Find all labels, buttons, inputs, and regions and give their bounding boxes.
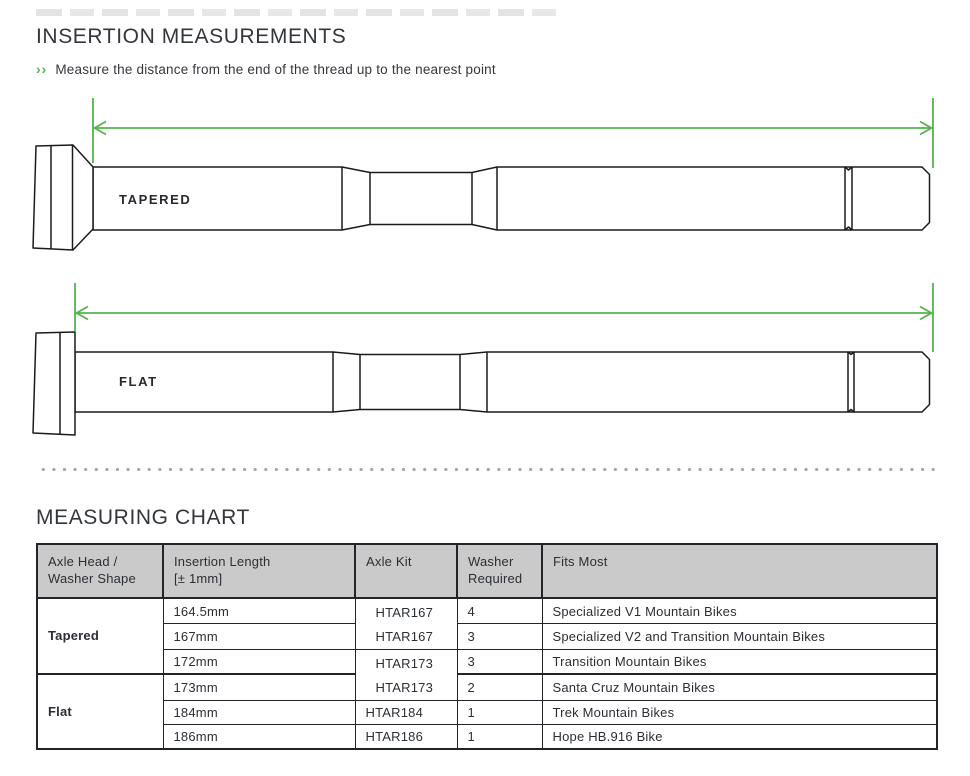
fits-cell: Trek Mountain Bikes (541, 700, 938, 725)
tapered-axle-diagram (32, 98, 934, 251)
kit-merged-cell: HTAR167 HTAR167 (354, 597, 458, 650)
table-row: 172mm HTAR173 HTAR173 3 Transition Mount… (37, 649, 938, 701)
length-cell: 186mm (162, 724, 356, 749)
length-cell: 184mm (162, 700, 356, 725)
subtitle-text: Measure the distance from the end of the… (55, 61, 496, 77)
washer-cell: 1 (456, 724, 543, 749)
page-title: INSERTION MEASUREMENTS (36, 25, 347, 48)
shape-flat-cell: Flat (36, 672, 164, 749)
header-insertion-length: Insertion Length [± 1mm] (162, 543, 356, 599)
fits-cell: Specialized V1 Mountain Bikes (541, 597, 938, 625)
subtitle: ›› Measure the distance from the end of … (36, 61, 496, 77)
chevron-right-icon: ›› (36, 61, 48, 77)
fits-cell: Specialized V2 and Transition Mountain B… (541, 623, 938, 650)
kit-value: HTAR173 (375, 655, 434, 671)
header-washer-required: Washer Required (456, 543, 543, 599)
flat-axle-diagram (32, 283, 934, 436)
header-fits-most: Fits Most (541, 543, 938, 599)
length-cell: 164.5mm (162, 597, 356, 625)
table-row: 167mm 3 Specialized V2 and Transition Mo… (37, 623, 938, 650)
length-cell: 167mm (162, 623, 356, 650)
measuring-chart-table: Axle Head / Washer Shape Insertion Lengt… (36, 543, 938, 750)
fits-cell: Hope HB.916 Bike (541, 724, 938, 749)
shape-tapered-cell: Tapered (36, 597, 164, 674)
flat-axle-label: FLAT (119, 374, 158, 389)
table-row: 186mm HTAR186 1 Hope HB.916 Bike (37, 724, 938, 749)
kit-value: HTAR167 (375, 628, 434, 644)
dimension-arrow-flat (74, 283, 934, 352)
header-axle-head-washer-shape: Axle Head / Washer Shape (36, 543, 164, 599)
kit-cell: HTAR186 (354, 724, 458, 749)
kit-value: HTAR167 (375, 604, 434, 620)
tapered-axle-outline (32, 144, 931, 251)
washer-cell: 2 (456, 672, 543, 701)
washer-cell: 4 (456, 597, 543, 625)
table-row: Flat 173mm 2 Santa Cruz Mountain Bikes (36, 672, 938, 749)
fits-cell: Transition Mountain Bikes (541, 649, 938, 674)
clipped-text-remnant (36, 9, 564, 16)
dotted-divider (36, 466, 936, 471)
washer-cell: 3 (456, 623, 543, 650)
tapered-axle-label: TAPERED (119, 192, 192, 207)
dimension-arrow-tapered (92, 98, 934, 168)
kit-merged-cell: HTAR173 HTAR173 (354, 649, 458, 701)
kit-value: HTAR173 (375, 679, 434, 695)
washer-cell: 3 (456, 649, 543, 674)
length-cell: 172mm (162, 649, 356, 674)
kit-cell: HTAR184 (354, 700, 458, 725)
flat-axle-outline (32, 331, 931, 436)
length-cell: 173mm (162, 672, 356, 701)
table-row: Tapered 164.5mm HTAR167 HTAR167 4 Specia… (36, 597, 938, 674)
section-title-measuring-chart: MEASURING CHART (36, 506, 250, 529)
washer-cell: 1 (456, 700, 543, 725)
fits-cell: Santa Cruz Mountain Bikes (541, 672, 938, 701)
table-header-row: Axle Head / Washer Shape Insertion Lengt… (36, 543, 938, 599)
table-row: 184mm HTAR184 1 Trek Mountain Bikes (37, 700, 938, 725)
header-axle-kit: Axle Kit (354, 543, 458, 599)
